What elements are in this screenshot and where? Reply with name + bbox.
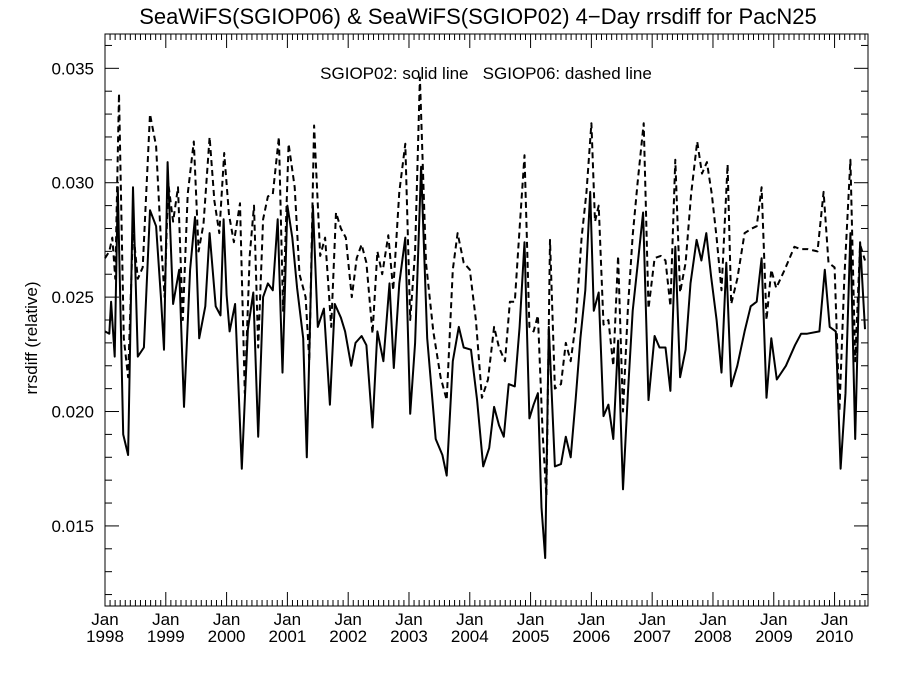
x-tick-month-label: Jan bbox=[395, 610, 422, 629]
x-tick-month-label: Jan bbox=[91, 610, 118, 629]
x-tick-month-label: Jan bbox=[274, 610, 301, 629]
x-tick-year-label: 2001 bbox=[268, 627, 306, 646]
axis-ticks: 0.0150.0200.0250.0300.035Jan1998Jan1999J… bbox=[51, 34, 868, 646]
x-tick-month-label: Jan bbox=[456, 610, 483, 629]
sgiop06-dashed-line bbox=[104, 76, 866, 498]
x-tick-month-label: Jan bbox=[152, 610, 179, 629]
x-tick-year-label: 2010 bbox=[816, 627, 854, 646]
x-tick-year-label: 1999 bbox=[147, 627, 185, 646]
x-tick-year-label: 2007 bbox=[633, 627, 671, 646]
x-tick-year-label: 2006 bbox=[572, 627, 610, 646]
x-tick-year-label: 2002 bbox=[329, 627, 367, 646]
x-tick-month-label: Jan bbox=[578, 610, 605, 629]
x-tick-year-label: 2008 bbox=[694, 627, 732, 646]
chart-title: SeaWiFS(SGIOP06) & SeaWiFS(SGIOP02) 4−Da… bbox=[139, 4, 817, 29]
y-tick-label: 0.030 bbox=[51, 174, 94, 193]
x-tick-month-label: Jan bbox=[334, 610, 361, 629]
series-layer bbox=[104, 76, 866, 559]
series-annotation: SGIOP02: solid line SGIOP06: dashed line bbox=[320, 64, 652, 83]
y-tick-label: 0.015 bbox=[51, 517, 94, 536]
y-tick-label: 0.020 bbox=[51, 403, 94, 422]
sgiop02-solid-line bbox=[104, 161, 866, 559]
x-tick-year-label: 2000 bbox=[208, 627, 246, 646]
plot-frame bbox=[104, 33, 869, 607]
y-tick-label: 0.035 bbox=[51, 59, 94, 78]
x-tick-month-label: Jan bbox=[699, 610, 726, 629]
x-tick-year-label: 2005 bbox=[512, 627, 550, 646]
x-tick-year-label: 2009 bbox=[755, 627, 793, 646]
x-tick-month-label: Jan bbox=[821, 610, 848, 629]
x-tick-year-label: 2003 bbox=[390, 627, 428, 646]
y-axis-label: rrsdiff (relative) bbox=[22, 281, 41, 394]
x-tick-month-label: Jan bbox=[638, 610, 665, 629]
x-tick-month-label: Jan bbox=[517, 610, 544, 629]
x-tick-year-label: 2004 bbox=[451, 627, 489, 646]
y-tick-label: 0.025 bbox=[51, 288, 94, 307]
x-tick-month-label: Jan bbox=[213, 610, 240, 629]
x-tick-year-label: 1998 bbox=[86, 627, 124, 646]
x-tick-month-label: Jan bbox=[760, 610, 787, 629]
